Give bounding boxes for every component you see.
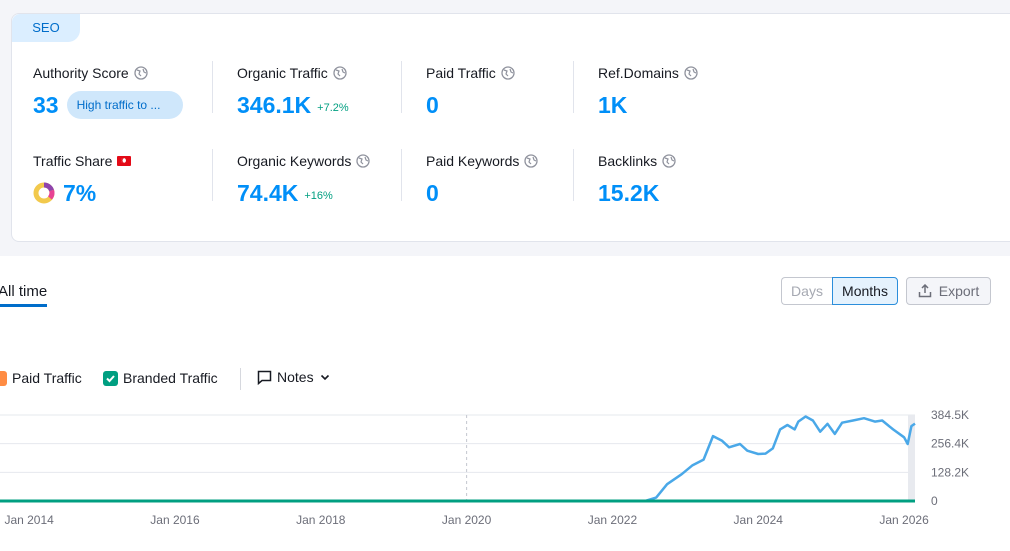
organic-keywords-value[interactable]: 74.4K bbox=[237, 179, 299, 206]
divider bbox=[401, 149, 402, 201]
legend-branded-traffic[interactable]: Branded Traffic bbox=[103, 368, 218, 388]
backlinks-value[interactable]: 15.2K bbox=[598, 179, 660, 206]
legend-paid-traffic-label: Paid Traffic bbox=[12, 370, 82, 386]
organic-traffic-label: Organic Traffic bbox=[237, 65, 328, 81]
authority-score-value[interactable]: 33 bbox=[33, 91, 59, 118]
branded-traffic-checkbox[interactable] bbox=[103, 370, 118, 386]
legend-paid-traffic[interactable]: Paid Traffic bbox=[0, 368, 82, 388]
legend-branded-traffic-label: Branded Traffic bbox=[123, 370, 218, 386]
paid-traffic-metric: Paid Traffic 0 bbox=[426, 64, 515, 120]
organic-traffic-delta: +7.2% bbox=[317, 102, 349, 114]
active-tab-indicator bbox=[0, 304, 47, 307]
organic-keywords-delta: +16% bbox=[304, 190, 333, 202]
organic-traffic-metric: Organic Traffic 346.1K +7.2% bbox=[237, 64, 349, 120]
globe-icon[interactable] bbox=[356, 154, 371, 168]
divider bbox=[401, 61, 402, 113]
globe-icon[interactable] bbox=[662, 154, 676, 168]
months-toggle-button[interactable]: Months bbox=[832, 277, 898, 305]
divider bbox=[573, 61, 574, 113]
x-tick-label: Jan 2016 bbox=[150, 513, 200, 527]
organic-traffic-value[interactable]: 346.1K bbox=[237, 91, 312, 118]
paid-keywords-value[interactable]: 0 bbox=[426, 179, 439, 206]
globe-icon[interactable] bbox=[501, 66, 515, 80]
divider bbox=[212, 61, 213, 113]
traffic-share-value[interactable]: 7% bbox=[63, 179, 97, 206]
authority-score-metric: Authority Score 33 High traffic to ... bbox=[33, 64, 183, 120]
ref-domains-metric: Ref.Domains 1K bbox=[598, 64, 698, 120]
current-period-band bbox=[908, 415, 915, 501]
paid-traffic-checkbox[interactable] bbox=[0, 370, 7, 386]
period-granularity-toggle: Days Months bbox=[781, 277, 898, 305]
turkey-flag-icon bbox=[117, 156, 132, 166]
globe-icon[interactable] bbox=[134, 66, 148, 80]
notes-label: Notes bbox=[277, 369, 314, 385]
ref-domains-label: Ref.Domains bbox=[598, 65, 679, 81]
traffic-share-metric: Traffic Share 7% bbox=[33, 152, 132, 208]
x-tick-label: Jan 2018 bbox=[296, 513, 346, 527]
traffic-share-donut-icon bbox=[33, 182, 55, 204]
days-toggle-button[interactable]: Days bbox=[781, 277, 832, 305]
y-tick-label: 128.2K bbox=[931, 465, 969, 479]
backlinks-metric: Backlinks 15.2K bbox=[598, 152, 676, 208]
organic-traffic-chart: 384.5K 256.4K 128.2K 0 Jan 2014 Jan 2016 Jan 2… bbox=[0, 408, 969, 527]
divider bbox=[212, 149, 213, 201]
x-tick-label: Jan 2026 bbox=[879, 513, 929, 527]
x-tick-label: Jan 2022 bbox=[588, 513, 638, 527]
export-label: Export bbox=[938, 283, 980, 299]
export-button[interactable]: Export bbox=[906, 277, 991, 305]
paid-traffic-label: Paid Traffic bbox=[426, 65, 496, 81]
notes-dropdown[interactable]: Notes bbox=[257, 369, 331, 385]
chevron-down-icon bbox=[320, 374, 329, 381]
paid-keywords-metric: Paid Keywords 0 bbox=[426, 152, 539, 208]
export-icon bbox=[918, 284, 932, 298]
y-tick-label: 0 bbox=[931, 494, 938, 508]
authority-score-label: Authority Score bbox=[33, 65, 129, 81]
authority-score-badge[interactable]: High traffic to ... bbox=[66, 91, 183, 119]
seo-summary-card: SEO Authority Score 33 High traffic to .… bbox=[11, 13, 1010, 242]
y-tick-label: 256.4K bbox=[931, 437, 969, 451]
organic-keywords-metric: Organic Keywords 74.4K +16% bbox=[237, 152, 371, 208]
tab-all-time[interactable]: All time bbox=[0, 283, 48, 300]
legend-divider bbox=[240, 368, 241, 390]
x-tick-label: Jan 2020 bbox=[442, 513, 492, 527]
traffic-share-label: Traffic Share bbox=[33, 153, 113, 169]
divider bbox=[573, 149, 574, 201]
organic-keywords-label: Organic Keywords bbox=[237, 153, 352, 169]
paid-keywords-label: Paid Keywords bbox=[426, 153, 520, 169]
organic-traffic-series-line bbox=[0, 415, 916, 503]
globe-icon[interactable] bbox=[524, 154, 539, 168]
check-icon bbox=[106, 374, 115, 382]
paid-traffic-value[interactable]: 0 bbox=[426, 91, 439, 118]
globe-icon[interactable] bbox=[684, 66, 698, 80]
notes-icon bbox=[257, 370, 272, 385]
y-tick-label: 384.5K bbox=[931, 408, 969, 422]
ref-domains-value[interactable]: 1K bbox=[598, 91, 628, 118]
x-tick-label: Jan 2014 bbox=[4, 513, 54, 527]
seo-section-tab[interactable]: SEO bbox=[12, 14, 80, 42]
backlinks-label: Backlinks bbox=[598, 153, 658, 169]
globe-icon[interactable] bbox=[333, 66, 347, 80]
x-tick-label: Jan 2024 bbox=[734, 513, 784, 527]
